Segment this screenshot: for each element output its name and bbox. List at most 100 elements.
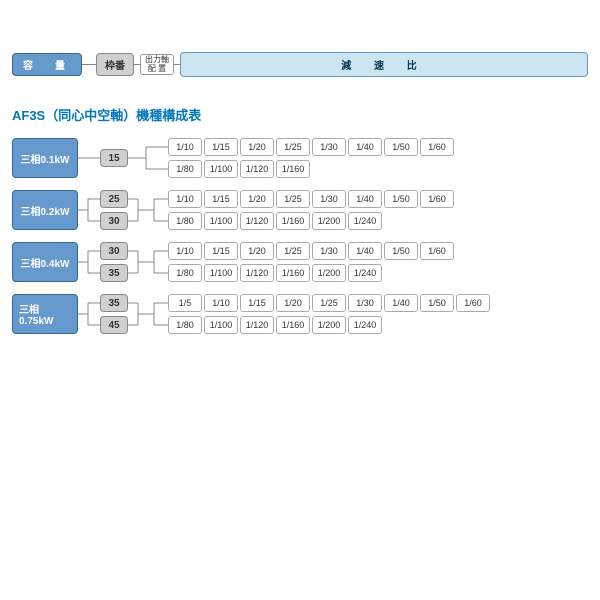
ratio-box: 1/160 xyxy=(276,316,310,334)
ratio-row: 1/801/1001/1201/1601/2001/240 xyxy=(168,212,454,230)
ratio-box: 1/10 xyxy=(204,294,238,312)
connector xyxy=(78,242,100,282)
ratio-box: 1/80 xyxy=(168,316,202,334)
ratio-box: 1/20 xyxy=(240,242,274,260)
frame-box: 35 xyxy=(100,264,128,282)
ratio-box: 1/240 xyxy=(348,264,382,282)
connector xyxy=(78,138,100,178)
connector xyxy=(128,138,168,178)
ratio-box: 1/30 xyxy=(312,242,346,260)
ratio-box: 1/200 xyxy=(312,212,346,230)
ratio-box: 1/240 xyxy=(348,212,382,230)
frame-box: 30 xyxy=(100,212,128,230)
frame-column: 2530 xyxy=(100,190,128,230)
legend-shaft: 出力軸 配 置 xyxy=(140,54,174,76)
connector xyxy=(128,294,168,334)
connector xyxy=(128,242,168,282)
ratio-box: 1/100 xyxy=(204,316,238,334)
ratio-box: 1/40 xyxy=(348,242,382,260)
ratio-box: 1/5 xyxy=(168,294,202,312)
ratio-box: 1/100 xyxy=(204,212,238,230)
ratio-column: 1/101/151/201/251/301/401/501/601/801/10… xyxy=(168,138,454,178)
model-row: 三相0.75kW 35451/51/101/151/201/251/301/40… xyxy=(12,294,588,334)
ratio-box: 1/50 xyxy=(384,242,418,260)
legend-row: 容 量 枠番 出力軸 配 置 減 速 比 xyxy=(12,52,588,77)
model-row: 三相0.4kW 30351/101/151/201/251/301/401/50… xyxy=(12,242,588,282)
ratio-box: 1/60 xyxy=(420,190,454,208)
ratio-row: 1/801/1001/1201/160 xyxy=(168,160,454,178)
frame-box: 25 xyxy=(100,190,128,208)
ratio-box: 1/100 xyxy=(204,264,238,282)
ratio-box: 1/10 xyxy=(168,242,202,260)
capacity-box: 三相0.2kW xyxy=(12,190,78,230)
ratio-row: 1/101/151/201/251/301/401/501/60 xyxy=(168,138,454,156)
frame-box: 30 xyxy=(100,242,128,260)
frame-column: 3035 xyxy=(100,242,128,282)
ratio-box: 1/20 xyxy=(240,190,274,208)
ratio-row: 1/101/151/201/251/301/401/501/60 xyxy=(168,242,454,260)
model-list: 三相0.1kW151/101/151/201/251/301/401/501/6… xyxy=(12,138,588,334)
ratio-box: 1/160 xyxy=(276,160,310,178)
ratio-box: 1/60 xyxy=(420,242,454,260)
ratio-box: 1/25 xyxy=(312,294,346,312)
ratio-column: 1/101/151/201/251/301/401/501/601/801/10… xyxy=(168,242,454,282)
ratio-row: 1/51/101/151/201/251/301/401/501/60 xyxy=(168,294,490,312)
ratio-box: 1/40 xyxy=(348,190,382,208)
ratio-column: 1/101/151/201/251/301/401/501/601/801/10… xyxy=(168,190,454,230)
ratio-box: 1/200 xyxy=(312,316,346,334)
ratio-row: 1/801/1001/1201/1601/2001/240 xyxy=(168,264,454,282)
legend-capacity: 容 量 xyxy=(12,53,82,76)
ratio-box: 1/10 xyxy=(168,190,202,208)
ratio-box: 1/25 xyxy=(276,138,310,156)
ratio-box: 1/60 xyxy=(456,294,490,312)
frame-column: 3545 xyxy=(100,294,128,334)
legend-connector xyxy=(82,64,96,65)
ratio-box: 1/120 xyxy=(240,264,274,282)
ratio-box: 1/10 xyxy=(168,138,202,156)
ratio-box: 1/50 xyxy=(384,138,418,156)
frame-box: 35 xyxy=(100,294,128,312)
capacity-box: 三相0.1kW xyxy=(12,138,78,178)
ratio-box: 1/30 xyxy=(312,190,346,208)
ratio-box: 1/15 xyxy=(204,190,238,208)
connector xyxy=(78,294,100,334)
ratio-box: 1/25 xyxy=(276,242,310,260)
ratio-box: 1/15 xyxy=(240,294,274,312)
ratio-box: 1/40 xyxy=(348,138,382,156)
ratio-box: 1/30 xyxy=(348,294,382,312)
ratio-box: 1/50 xyxy=(420,294,454,312)
ratio-box: 1/25 xyxy=(276,190,310,208)
ratio-box: 1/120 xyxy=(240,212,274,230)
ratio-column: 1/51/101/151/201/251/301/401/501/601/801… xyxy=(168,294,490,334)
section-title: AF3S（同心中空軸）機種構成表 xyxy=(12,105,588,124)
ratio-box: 1/80 xyxy=(168,264,202,282)
ratio-box: 1/160 xyxy=(276,212,310,230)
ratio-box: 1/20 xyxy=(276,294,310,312)
ratio-box: 1/40 xyxy=(384,294,418,312)
ratio-row: 1/101/151/201/251/301/401/501/60 xyxy=(168,190,454,208)
ratio-box: 1/30 xyxy=(312,138,346,156)
model-row: 三相0.2kW 25301/101/151/201/251/301/401/50… xyxy=(12,190,588,230)
ratio-box: 1/120 xyxy=(240,160,274,178)
ratio-box: 1/200 xyxy=(312,264,346,282)
legend-shaft-line2: 配 置 xyxy=(145,65,169,74)
ratio-box: 1/240 xyxy=(348,316,382,334)
capacity-box: 三相0.75kW xyxy=(12,294,78,334)
legend-ratio: 減 速 比 xyxy=(180,52,588,77)
ratio-box: 1/15 xyxy=(204,242,238,260)
ratio-box: 1/15 xyxy=(204,138,238,156)
ratio-box: 1/160 xyxy=(276,264,310,282)
frame-column: 15 xyxy=(100,138,128,178)
frame-box: 45 xyxy=(100,316,128,334)
ratio-box: 1/20 xyxy=(240,138,274,156)
ratio-box: 1/120 xyxy=(240,316,274,334)
frame-box: 15 xyxy=(100,149,128,167)
legend-frame: 枠番 xyxy=(96,53,134,76)
ratio-row: 1/801/1001/1201/1601/2001/240 xyxy=(168,316,490,334)
model-row: 三相0.1kW 15 1/101/151/201/251/301/401/501/6… xyxy=(12,138,588,178)
ratio-box: 1/50 xyxy=(384,190,418,208)
connector xyxy=(78,190,100,230)
ratio-box: 1/80 xyxy=(168,160,202,178)
ratio-box: 1/80 xyxy=(168,212,202,230)
capacity-box: 三相0.4kW xyxy=(12,242,78,282)
